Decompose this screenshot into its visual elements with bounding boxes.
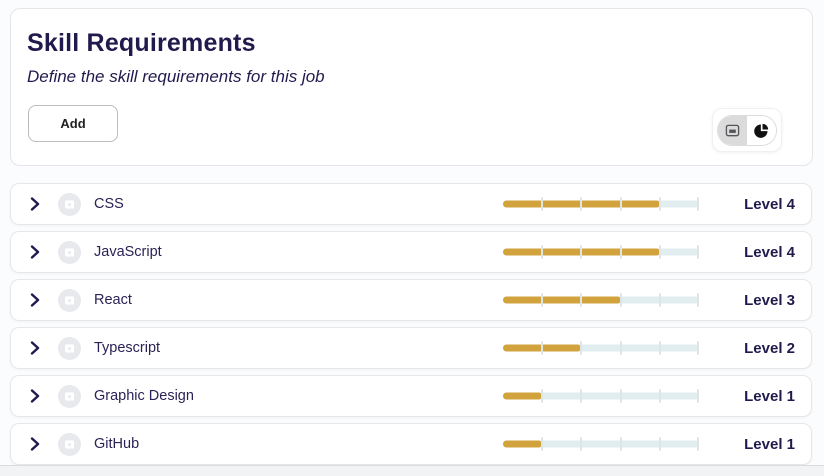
footer-divider	[0, 465, 824, 476]
slider-tick	[658, 389, 661, 403]
skill-level-label: Level 3	[744, 291, 795, 309]
skill-rows-list: CSS Level 4	[10, 183, 812, 471]
skill-name: JavaScript	[94, 244, 162, 260]
skill-level-slider[interactable]	[503, 340, 699, 356]
slider-tick	[658, 293, 661, 307]
skill-row: CSS Level 4	[10, 183, 812, 225]
slider-fill	[503, 392, 543, 400]
skill-name: Graphic Design	[94, 388, 194, 404]
expand-row-button[interactable]	[27, 338, 43, 358]
slider-tick	[697, 245, 699, 259]
skill-name: CSS	[94, 196, 124, 212]
slider-tick	[619, 341, 622, 355]
slider-tick	[541, 293, 544, 307]
slider-tick	[541, 197, 544, 211]
image-placeholder-icon	[64, 391, 75, 402]
expand-row-button[interactable]	[27, 434, 43, 454]
skill-avatar	[58, 336, 81, 360]
chevron-right-icon	[30, 341, 40, 355]
skill-level-slider[interactable]	[503, 292, 699, 308]
slider-tick	[658, 437, 661, 451]
pie-chart-icon	[754, 123, 769, 138]
skill-level-slider[interactable]	[503, 196, 699, 212]
slider-tick	[619, 293, 622, 307]
skill-name: Typescript	[94, 340, 161, 356]
slider-tick	[658, 341, 661, 355]
chevron-right-icon	[30, 245, 40, 259]
skill-level-slider[interactable]	[503, 436, 699, 452]
skill-avatar	[58, 432, 81, 456]
slider-track	[503, 392, 699, 400]
chevron-right-icon	[30, 197, 40, 211]
image-placeholder-icon	[64, 247, 75, 258]
slider-tick	[541, 389, 544, 403]
slider-tick	[697, 389, 699, 403]
skill-name: GitHub	[94, 436, 140, 452]
slider-tick	[541, 245, 544, 259]
slider-tick	[619, 437, 622, 451]
expand-row-button[interactable]	[27, 386, 43, 406]
slider-tick	[619, 197, 622, 211]
skill-level-label: Level 2	[744, 339, 795, 357]
skill-avatar	[58, 288, 81, 312]
skill-level-label: Level 1	[744, 387, 795, 405]
expand-row-button[interactable]	[27, 290, 43, 310]
skill-level-label: Level 4	[744, 195, 795, 213]
skill-row: GitHub Level 1	[10, 423, 812, 465]
slider-tick	[580, 197, 583, 211]
skill-avatar	[58, 384, 81, 408]
slider-tick	[658, 245, 661, 259]
list-view-toggle-button[interactable]	[718, 115, 747, 145]
image-placeholder-icon	[64, 439, 75, 450]
slider-tick	[619, 389, 622, 403]
skill-requirements-header-card: Skill Requirements Define the skill requ…	[10, 8, 813, 166]
slider-fill	[503, 440, 543, 448]
skill-row: JavaScript Level 4	[10, 231, 812, 273]
slider-tick	[697, 197, 699, 211]
view-toggle	[712, 108, 782, 152]
slider-tick	[580, 437, 583, 451]
expand-row-button[interactable]	[27, 242, 43, 262]
skill-level-slider[interactable]	[503, 388, 699, 404]
slider-tick	[580, 245, 583, 259]
chevron-right-icon	[30, 437, 40, 451]
page-title: Skill Requirements	[27, 29, 256, 57]
slider-fill	[503, 296, 621, 304]
skill-row: Graphic Design Level 1	[10, 375, 812, 417]
skill-avatar	[58, 240, 81, 264]
pie-chart-view-toggle-button[interactable]	[747, 115, 776, 145]
skill-row: Typescript Level 2	[10, 327, 812, 369]
skill-level-slider[interactable]	[503, 244, 699, 260]
add-skill-button[interactable]: Add	[28, 105, 118, 142]
list-view-icon	[725, 123, 740, 138]
slider-tick	[658, 197, 661, 211]
slider-tick	[580, 389, 583, 403]
slider-track	[503, 440, 699, 448]
slider-tick	[697, 437, 699, 451]
slider-tick	[580, 293, 583, 307]
slider-tick	[697, 341, 699, 355]
image-placeholder-icon	[64, 199, 75, 210]
skill-level-label: Level 4	[744, 243, 795, 261]
chevron-right-icon	[30, 389, 40, 403]
image-placeholder-icon	[64, 343, 75, 354]
page-subtitle: Define the skill requirements for this j…	[27, 67, 325, 86]
skill-row: React Level 3	[10, 279, 812, 321]
chevron-right-icon	[30, 293, 40, 307]
skill-level-label: Level 1	[744, 435, 795, 453]
image-placeholder-icon	[64, 295, 75, 306]
slider-tick	[580, 341, 583, 355]
skill-name: React	[94, 292, 132, 308]
expand-row-button[interactable]	[27, 194, 43, 214]
slider-tick	[541, 437, 544, 451]
slider-tick	[619, 245, 622, 259]
slider-tick	[697, 293, 699, 307]
slider-track	[503, 344, 699, 352]
view-toggle-pill	[717, 114, 777, 146]
skill-avatar	[58, 192, 81, 216]
slider-tick	[541, 341, 544, 355]
